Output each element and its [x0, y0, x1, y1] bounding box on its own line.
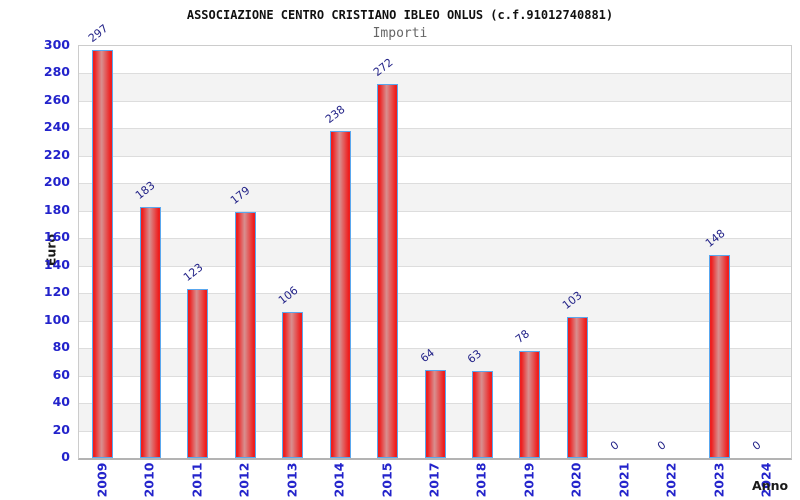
bar [424, 370, 446, 458]
x-tick-label: 2009 [94, 462, 110, 498]
gridline [79, 348, 791, 350]
gridline [79, 155, 791, 157]
bar [139, 206, 161, 458]
gridline [79, 183, 791, 185]
gridline [79, 320, 791, 322]
x-tick-label: 2022 [663, 462, 679, 498]
bar [329, 131, 351, 458]
bar-value-label: 0 [607, 438, 622, 453]
x-tick-label: 2018 [473, 462, 489, 498]
bar-value-label: 238 [323, 102, 348, 127]
y-tick-label: 180 [43, 201, 70, 217]
bar [377, 84, 399, 458]
bar-value-label: 0 [750, 438, 764, 453]
x-tick-label: 2014 [331, 462, 347, 498]
gridline [79, 293, 791, 295]
bar [471, 371, 493, 458]
x-tick-label: 2017 [426, 462, 442, 498]
gridline [79, 100, 791, 102]
y-tick-label: 80 [52, 339, 70, 355]
gridline [79, 238, 791, 240]
grid-band [79, 183, 791, 211]
x-tick-label: 2020 [568, 462, 584, 498]
y-tick-label: 60 [52, 366, 70, 382]
y-tick-label: 260 [43, 91, 70, 107]
y-tick-label: 120 [43, 284, 70, 300]
x-tick-label: 2023 [711, 462, 727, 498]
y-tick-label: 140 [43, 256, 70, 272]
y-tick-label: 0 [61, 449, 70, 464]
gridline [79, 210, 791, 212]
x-tick-label: 2012 [236, 462, 252, 498]
y-tick-label: 20 [52, 421, 70, 437]
y-tick-label: 240 [43, 119, 70, 135]
bar [92, 50, 114, 458]
x-tick-label: 2015 [379, 462, 395, 498]
y-tick-label: 40 [52, 394, 70, 410]
x-tick-label: 2010 [141, 462, 157, 498]
bar-value-label: 78 [512, 327, 532, 346]
plot-area: 297 183 123 179 106 238 272 64 63 78 103 0 0 148 0 [78, 22, 792, 460]
gridline [79, 265, 791, 267]
y-tick-label: 280 [43, 64, 70, 80]
bar [709, 254, 731, 458]
x-tick-label: 2013 [284, 462, 300, 498]
bar-value-label: 0 [655, 438, 669, 453]
y-tick-label: 200 [43, 174, 70, 190]
bar [187, 289, 209, 458]
y-tick-label: 300 [43, 37, 70, 52]
y-tick-label: 220 [43, 146, 70, 162]
chart-title: ASSOCIAZIONE CENTRO CRISTIANO IBLEO ONLU… [186, 8, 614, 22]
chart-subtitle: Importi [372, 26, 428, 41]
x-axis-title: Anno [752, 478, 789, 493]
grid-band [79, 293, 791, 321]
bar [234, 212, 256, 458]
gridline [79, 128, 791, 130]
x-tick-label: 2011 [189, 462, 205, 498]
grid-band [79, 128, 791, 156]
grid-band [79, 73, 791, 101]
bar [566, 316, 588, 458]
gridline [79, 73, 791, 75]
bar [282, 312, 304, 458]
bar [519, 350, 541, 458]
y-tick-label: 160 [43, 229, 70, 245]
x-tick-label: 2019 [521, 462, 537, 498]
y-tick-label: 100 [43, 311, 70, 327]
grid-band [79, 238, 791, 266]
x-tick-label: 2021 [616, 462, 632, 498]
